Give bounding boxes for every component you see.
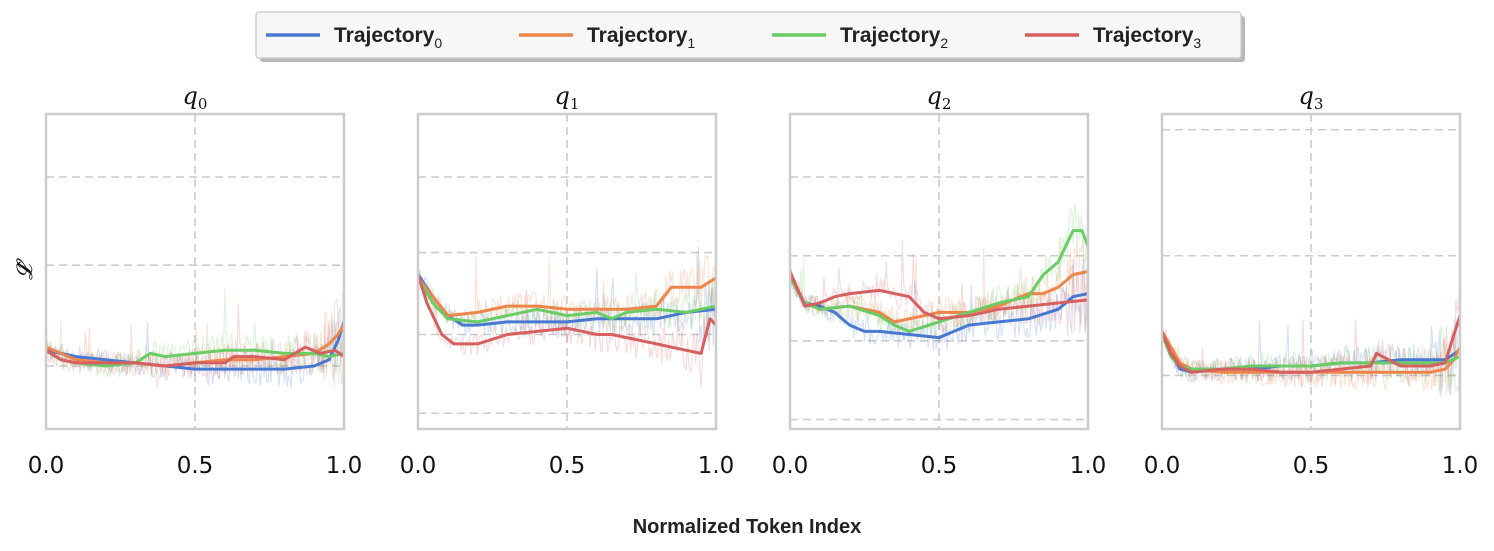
raw-trace-2 — [46, 288, 344, 388]
panel-title-q2: q2 — [927, 82, 952, 113]
x-tick-label: 0.5 — [921, 453, 958, 479]
panel-3 — [1160, 112, 1462, 431]
panel-frame — [1160, 112, 1462, 431]
x-tick-label: 0.0 — [1144, 453, 1181, 479]
plot-area-2 — [790, 202, 1088, 352]
panel-title-q1: q1 — [555, 82, 580, 113]
legend-label-trajectory-3: Trajectory3 — [1093, 24, 1201, 51]
raw-trace-1 — [418, 253, 716, 328]
x-axis-label: Normalized Token Index — [633, 516, 862, 538]
raw-trace-3 — [790, 240, 1088, 337]
plot-area-0 — [46, 288, 344, 390]
series-line-trajectory-3 — [418, 273, 716, 355]
x-tick-label: 0.0 — [772, 453, 809, 479]
x-tick-label: 1.0 — [1442, 453, 1479, 479]
legend-label-trajectory-2: Trajectory2 — [840, 24, 948, 51]
raw-trace-0 — [790, 258, 1088, 352]
series-line-trajectory-0 — [46, 320, 344, 371]
series-line-trajectory-3 — [46, 345, 344, 368]
series-line-trajectory-3 — [790, 270, 1088, 321]
x-tick-label: 1.0 — [326, 453, 363, 479]
series-line-trajectory-1 — [418, 276, 716, 318]
panel-2 — [788, 112, 1090, 431]
raw-trace-2 — [790, 202, 1088, 342]
legend: Trajectory0 Trajectory1 Trajectory2 Traj… — [255, 11, 1245, 62]
raw-trace-1 — [1162, 320, 1460, 395]
x-tick-label: 0.5 — [549, 453, 586, 479]
series-line-trajectory-3 — [1162, 314, 1460, 374]
raw-trace-0 — [1162, 319, 1460, 398]
series-line-trajectory-1 — [46, 323, 344, 368]
panel-frame — [788, 112, 1090, 431]
legend-label-trajectory-0: Trajectory0 — [334, 24, 442, 51]
x-tick-label: 0.5 — [177, 453, 214, 479]
legend-label-trajectory-1: Trajectory1 — [587, 24, 695, 51]
x-tick-label: 0.0 — [28, 453, 65, 479]
raw-trace-2 — [1162, 323, 1460, 394]
x-tick-label: 1.0 — [698, 453, 735, 479]
panel-1 — [416, 112, 718, 431]
panel-title-q3: q3 — [1299, 82, 1324, 113]
x-tick-label: 0.5 — [1293, 453, 1330, 479]
panel-title-q0: q0 — [183, 82, 208, 113]
y-axis-label: 𝓛̂ — [13, 258, 38, 280]
panel-frame — [416, 112, 718, 431]
panel-frame — [44, 112, 346, 431]
plot-area-3 — [1162, 283, 1460, 398]
panels — [44, 112, 1462, 431]
raw-trace-1 — [790, 236, 1088, 335]
panel-0 — [44, 112, 346, 431]
plot-area-1 — [418, 246, 716, 388]
x-tick-label: 0.0 — [400, 453, 437, 479]
x-tick-label: 1.0 — [1070, 453, 1107, 479]
legend-box — [255, 11, 1242, 59]
series-line-trajectory-2 — [418, 276, 716, 324]
